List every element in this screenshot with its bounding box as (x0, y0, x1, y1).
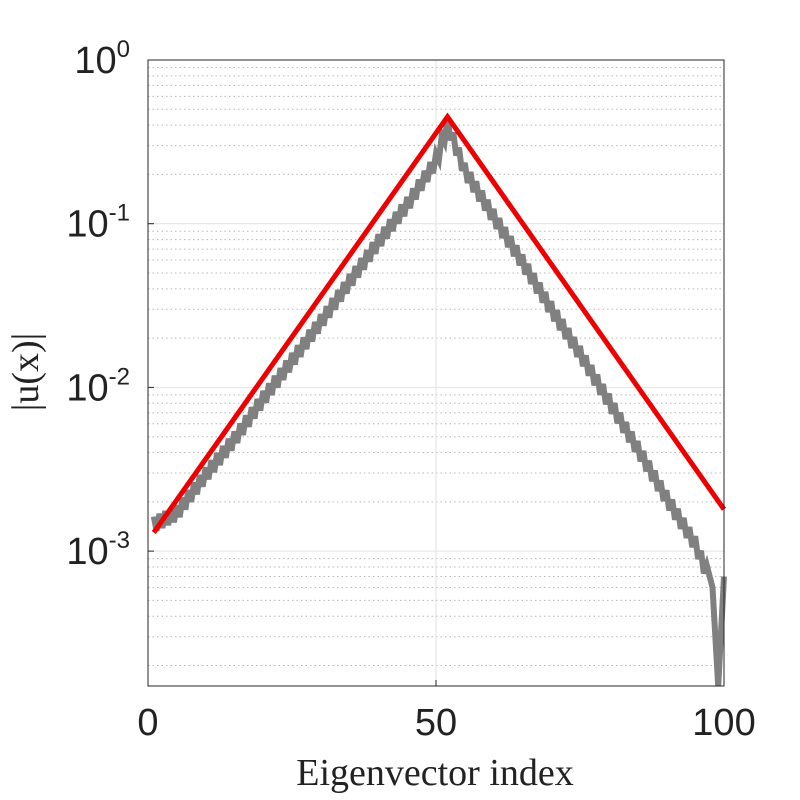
x-tick-label: 100 (692, 702, 755, 744)
x-axis-label: Eigenvector index (296, 752, 574, 794)
x-tick-label: 0 (137, 702, 158, 744)
axis-ticks (147, 59, 725, 686)
y-tick-label: 10-1 (66, 200, 130, 246)
series-line-2 (151, 112, 727, 534)
y-tick-label: 100 (74, 36, 130, 82)
y-axis-label: |u(x)| (5, 333, 47, 412)
plot-area (150, 112, 727, 687)
y-tick-labels: 10-3 10-2 10-1 100 (66, 36, 130, 573)
x-tick-labels: 0 50 100 (137, 702, 755, 744)
y-tick-label: 10-3 (66, 527, 130, 573)
x-tick-label: 50 (415, 702, 457, 744)
series-line-1 (150, 116, 727, 687)
y-tick-label: 10-2 (66, 363, 130, 409)
